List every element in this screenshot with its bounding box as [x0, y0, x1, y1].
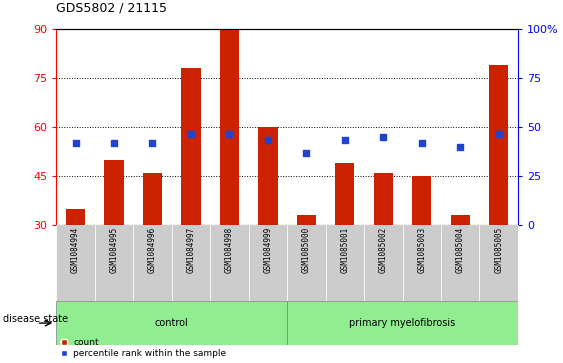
Bar — [374, 173, 393, 225]
Bar — [95, 225, 133, 301]
Bar — [143, 173, 162, 225]
Text: GSM1085005: GSM1085005 — [494, 227, 503, 273]
Bar — [412, 176, 431, 225]
Point — [340, 137, 349, 143]
Text: GSM1085000: GSM1085000 — [302, 227, 311, 273]
Point — [148, 140, 157, 146]
Text: GSM1085003: GSM1085003 — [417, 227, 426, 273]
Bar — [56, 301, 287, 345]
Point — [455, 144, 464, 150]
Point — [494, 131, 503, 136]
Text: GSM1084995: GSM1084995 — [110, 227, 118, 273]
Text: GSM1084998: GSM1084998 — [225, 227, 234, 273]
Point — [379, 134, 388, 140]
Text: GSM1085002: GSM1085002 — [379, 227, 388, 273]
Point — [302, 150, 311, 156]
Text: GSM1084997: GSM1084997 — [186, 227, 195, 273]
Bar — [287, 225, 325, 301]
Bar — [56, 225, 95, 301]
Point — [186, 131, 195, 136]
Point — [109, 140, 118, 146]
Bar — [480, 225, 518, 301]
Bar — [441, 225, 480, 301]
Bar — [220, 29, 239, 225]
Bar — [133, 225, 172, 301]
Text: GSM1085004: GSM1085004 — [456, 227, 464, 273]
Bar — [66, 209, 85, 225]
Bar — [297, 215, 316, 225]
Bar — [104, 160, 124, 225]
Bar — [403, 225, 441, 301]
Bar — [325, 225, 364, 301]
Text: GSM1085001: GSM1085001 — [341, 227, 349, 273]
Text: GSM1084996: GSM1084996 — [148, 227, 157, 273]
Point — [71, 140, 80, 146]
Text: control: control — [155, 318, 189, 328]
Bar — [489, 65, 508, 225]
Text: GDS5802 / 21115: GDS5802 / 21115 — [56, 1, 167, 15]
Bar — [364, 225, 403, 301]
Text: primary myelofibrosis: primary myelofibrosis — [350, 318, 455, 328]
Bar — [258, 127, 278, 225]
Bar — [287, 301, 518, 345]
Point — [263, 137, 272, 143]
Point — [225, 131, 234, 136]
Bar — [210, 225, 249, 301]
Point — [417, 140, 426, 146]
Text: GSM1084999: GSM1084999 — [263, 227, 272, 273]
Legend: count, percentile rank within the sample: count, percentile rank within the sample — [61, 338, 226, 359]
Bar — [335, 163, 355, 225]
Bar — [249, 225, 287, 301]
Bar — [172, 225, 210, 301]
Bar — [181, 68, 200, 225]
Text: GSM1084994: GSM1084994 — [71, 227, 80, 273]
Text: disease state: disease state — [3, 314, 68, 325]
Bar — [450, 215, 470, 225]
